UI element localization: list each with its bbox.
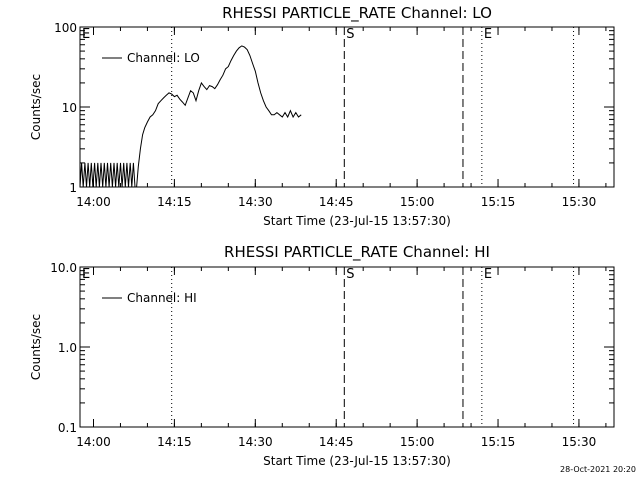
legend-label: Channel: HI	[127, 291, 197, 305]
x-axis-label: Start Time (23-Jul-15 13:57:30)	[263, 454, 451, 468]
x-tick-label: 14:00	[76, 435, 111, 449]
event-marker-label: E	[82, 267, 90, 282]
footer-date: 28-Oct-2021 20:20	[560, 465, 636, 474]
x-tick-label: 14:30	[238, 435, 273, 449]
y-axis-label: Counts/sec	[29, 74, 43, 140]
panel-hi: RHESSI PARTICLE_RATE Channel: HI 14:00 14:…	[29, 243, 615, 468]
y-tick-label: 10.0	[50, 261, 77, 275]
x-tick-label: 15:30	[562, 435, 597, 449]
x-tick-label: 14:45	[319, 195, 354, 209]
x-tick-label: 15:15	[481, 435, 516, 449]
y-tick-label: 0.1	[58, 421, 77, 435]
x-tick-label: 14:45	[319, 435, 354, 449]
event-marker-label: E	[484, 27, 492, 42]
chart-title: RHESSI PARTICLE_RATE Channel: LO	[222, 4, 492, 23]
legend-label: Channel: LO	[127, 51, 200, 65]
y-tick-label: 1.0	[58, 341, 77, 355]
y-tick-label: 100	[54, 21, 77, 35]
x-tick-label: 14:15	[157, 195, 192, 209]
x-tick-label: 15:15	[481, 195, 516, 209]
x-axis-label: Start Time (23-Jul-15 13:57:30)	[263, 214, 451, 228]
series-line-channel-lo	[79, 45, 302, 188]
y-tick-label: 1	[69, 181, 77, 195]
event-marker-label: S	[346, 267, 354, 282]
y-axis-label: Counts/sec	[29, 314, 43, 380]
event-marker-label: S	[346, 27, 354, 42]
x-tick-label: 15:00	[400, 195, 435, 209]
chart-title: RHESSI PARTICLE_RATE Channel: HI	[224, 243, 490, 262]
y-tick-label: 10	[62, 101, 77, 115]
event-marker-label: E	[484, 267, 492, 282]
x-tick-label: 14:15	[157, 435, 192, 449]
x-tick-label: 14:00	[76, 195, 111, 209]
x-tick-label: 15:30	[562, 195, 597, 209]
x-tick-label: 15:00	[400, 435, 435, 449]
x-tick-label: 14:30	[238, 195, 273, 209]
event-marker-label: E	[82, 27, 90, 42]
panel-lo: RHESSI PARTICLE_RATE Channel: LO 14:00 14:…	[29, 4, 615, 228]
